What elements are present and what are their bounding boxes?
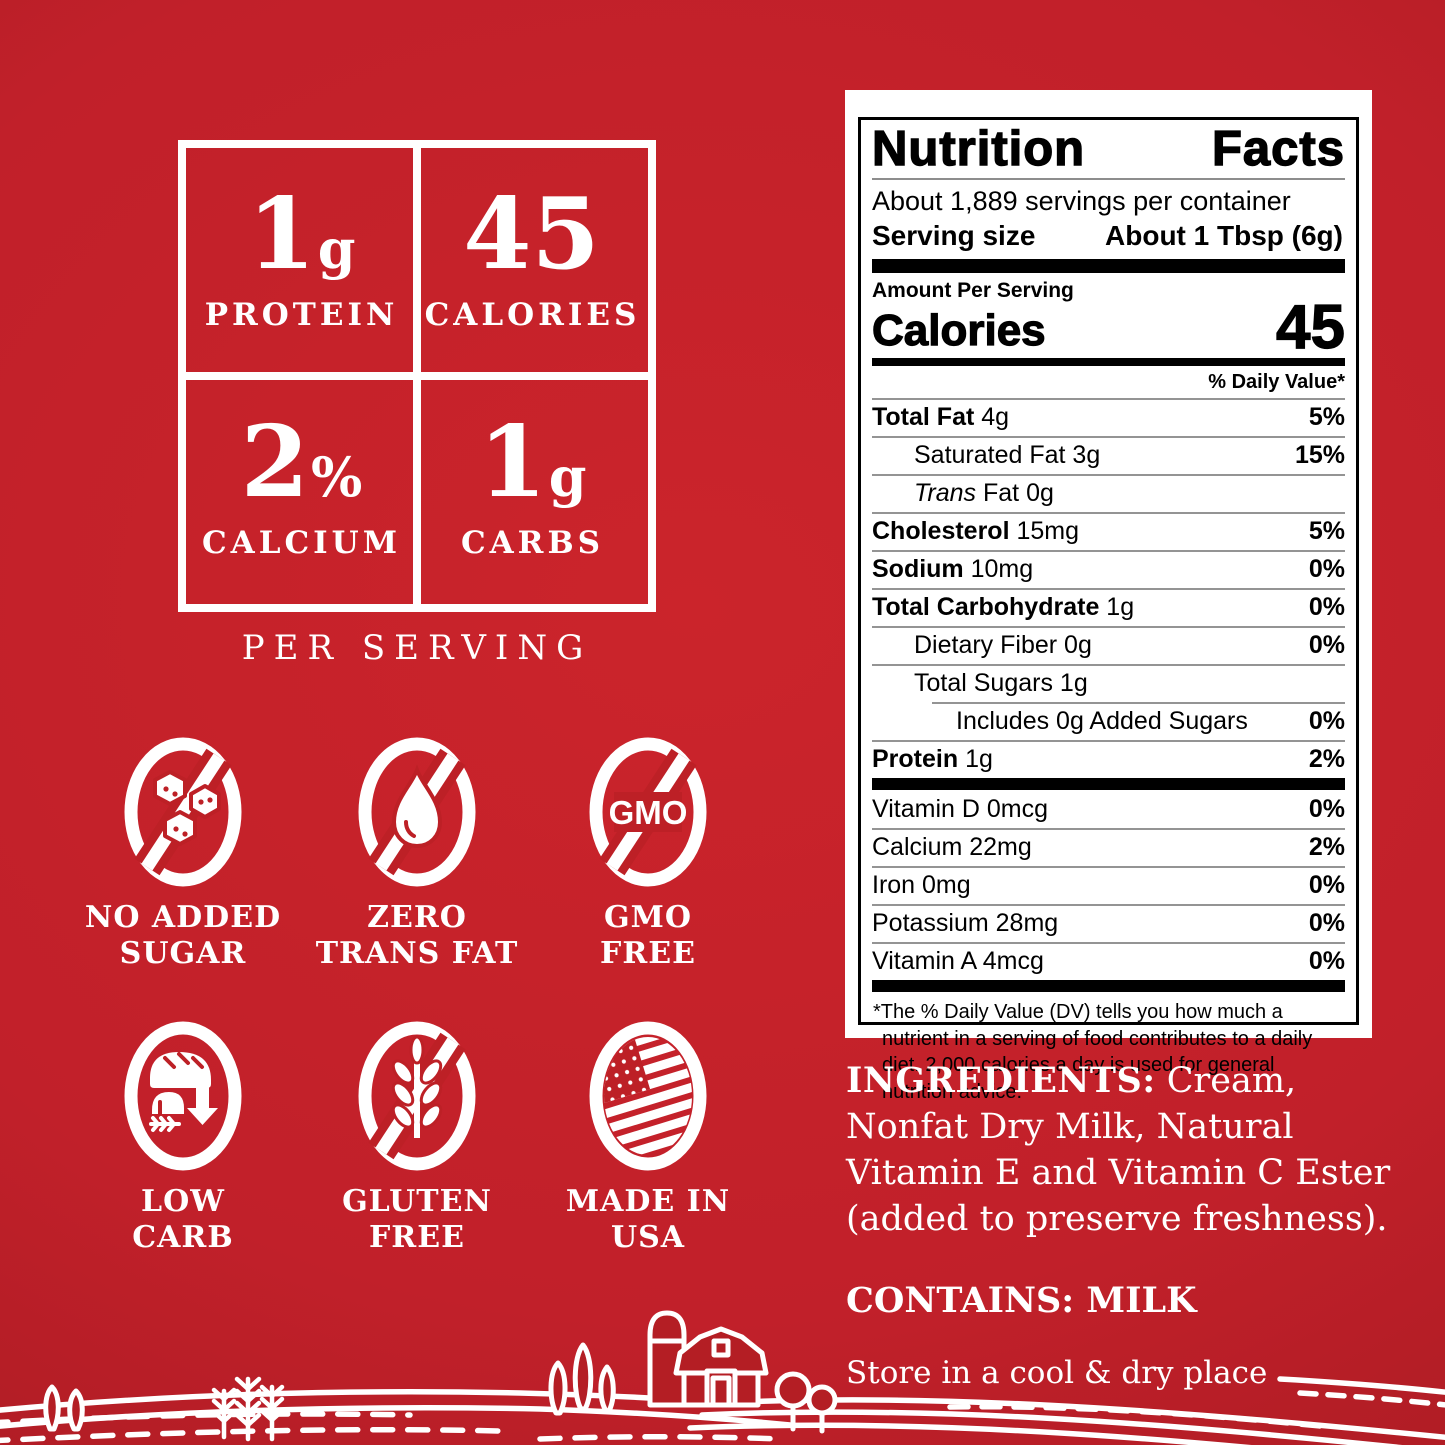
wheat-cluster xyxy=(211,1376,285,1442)
badge-label: MADE IN USA xyxy=(565,1184,731,1255)
calcium-unit: % xyxy=(310,444,363,509)
grid-cell-calories: 45 CALORIES xyxy=(417,148,648,376)
ingredients-heading: INGREDIENTS: xyxy=(846,1060,1156,1101)
calcium-number: 2 xyxy=(240,404,309,520)
nutrition-facts-label: Nutrition Facts About 1,889 servings per… xyxy=(845,90,1372,1103)
serving-size-label: Serving size xyxy=(872,220,1036,252)
protein-number: 1 xyxy=(247,176,316,292)
svg-text:GMO: GMO xyxy=(609,794,688,831)
gmo-free-icon: GMO xyxy=(589,737,707,887)
tree xyxy=(598,1364,616,1414)
badge-made-in-usa: MADE IN USA xyxy=(536,1020,760,1256)
nutrient-row: Trans Fat 0g xyxy=(872,474,1345,512)
nutrient-row: Vitamin A 4mcg 0% xyxy=(872,942,1345,980)
amount-per-serving: Amount Per Serving xyxy=(872,279,1074,303)
serving-size-value: About 1 Tbsp (6g) xyxy=(1105,220,1343,252)
thick-bar xyxy=(872,980,1345,993)
nutrient-row: Saturated Fat 3g 15% xyxy=(872,436,1345,474)
badge-gmo-free: GMO GMO FREE xyxy=(536,736,760,972)
calcium-value: 2% xyxy=(240,404,363,520)
tree xyxy=(548,1360,568,1416)
carbs-label: CARBS xyxy=(460,525,605,562)
nutrition-facts-inner: Nutrition Facts About 1,889 servings per… xyxy=(858,117,1359,1103)
low-carb-icon xyxy=(124,1021,242,1171)
nutrient-row: Cholesterol 15mg 5% xyxy=(872,512,1345,550)
calories-value: 45 xyxy=(463,176,601,292)
badge-zero-trans-fat: ZERO TRANS FAT xyxy=(305,736,529,972)
carbs-unit: g xyxy=(548,444,587,509)
calories-number: 45 xyxy=(463,176,600,292)
badge-label: ZERO TRANS FAT xyxy=(315,900,519,971)
contains-statement: CONTAINS: MILK xyxy=(846,1280,1197,1322)
badge-label: LOW CARB xyxy=(132,1184,234,1255)
tree xyxy=(774,1371,812,1409)
serving-size-row: Serving size About 1 Tbsp (6g) xyxy=(872,218,1345,259)
calories-row: Calories 45 xyxy=(871,293,1345,363)
nutrient-row: Vitamin D 0mcg 0% xyxy=(872,795,1345,824)
nutrient-row: Calcium 22mg 2% xyxy=(872,828,1345,866)
tree xyxy=(43,1384,61,1432)
gluten-free-icon xyxy=(358,1021,476,1171)
calories-row-value: 45 xyxy=(1275,293,1345,363)
nutrient-row: Potassium 28mg 0% xyxy=(872,904,1345,942)
calcium-label: CALCIUM xyxy=(201,525,402,562)
servings-per-container: About 1,889 servings per container xyxy=(872,186,1291,217)
farm-illustration xyxy=(0,1310,1445,1445)
nutrient-rows: Total Fat 4g 5% Saturated Fat 3g 15% Trans F… xyxy=(872,398,1345,778)
badge-gluten-free: GLUTEN FREE xyxy=(305,1020,529,1256)
nutrient-row: Total Carbohydrate 1g 0% xyxy=(872,588,1345,626)
vitamin-rows: Vitamin D 0mcg 0% Calcium 22mg 2% Iron 0mg 0%… xyxy=(872,790,1345,980)
daily-value-footnote: *The % Daily Value (DV) tells you how mu… xyxy=(873,1001,1313,1103)
badge-no-added-sugar: NO ADDED SUGAR xyxy=(71,736,295,972)
made-in-usa-icon xyxy=(589,1021,707,1171)
protein-label: PROTEIN xyxy=(204,297,399,334)
tree xyxy=(572,1342,594,1412)
zero-trans-fat-icon xyxy=(358,737,476,887)
thick-bar xyxy=(872,778,1345,791)
no-added-sugar-icon xyxy=(124,737,242,887)
title-rule xyxy=(872,178,1345,181)
barn-window xyxy=(711,1338,731,1358)
nutrient-row: Includes 0g Added Sugars 0% xyxy=(872,702,1345,740)
badge-label: NO ADDED SUGAR xyxy=(84,900,282,971)
nutrient-row: Protein 1g 2% xyxy=(872,740,1345,778)
badge-label: GMO FREE xyxy=(600,900,696,971)
badge-label: GLUTEN FREE xyxy=(342,1184,492,1255)
nutrient-row: Sodium 10mg 0% xyxy=(872,550,1345,588)
medium-bar xyxy=(872,358,1345,367)
nutrient-row: Iron 0mg 0% xyxy=(872,866,1345,904)
barn-door-frame xyxy=(710,1375,732,1408)
grid-cell-calcium: 2% CALCIUM xyxy=(186,376,417,604)
nutrition-facts-title: Nutrition Facts xyxy=(871,122,1345,176)
storage-instructions: Store in a cool & dry place xyxy=(846,1355,1268,1392)
silo xyxy=(647,1310,687,1408)
ingredients-section: INGREDIENTS: Cream, Nonfat Dry Milk, Nat… xyxy=(846,1058,1398,1391)
thick-bar xyxy=(872,259,1345,274)
calories-row-label: Calories xyxy=(871,306,1046,356)
nutrient-row: Dietary Fiber 0g 0% xyxy=(872,626,1345,664)
carbs-number: 1 xyxy=(478,404,547,520)
grid-divider-horizontal xyxy=(186,372,648,380)
badge-low-carb: LOW CARB xyxy=(71,1020,295,1256)
calories-label: CALORIES xyxy=(424,297,641,334)
protein-unit: g xyxy=(317,216,356,281)
tree xyxy=(806,1384,838,1416)
nutrient-row: Total Fat 4g 5% xyxy=(872,398,1345,436)
daily-value-header: % Daily Value* xyxy=(1208,371,1345,394)
tree xyxy=(67,1388,85,1432)
per-serving-caption: PER SERVING xyxy=(241,628,593,668)
nutrient-row: Total Sugars 1g xyxy=(872,664,1345,702)
ingredients-text: INGREDIENTS: Cream, Nonfat Dry Milk, Nat… xyxy=(846,1060,1391,1239)
